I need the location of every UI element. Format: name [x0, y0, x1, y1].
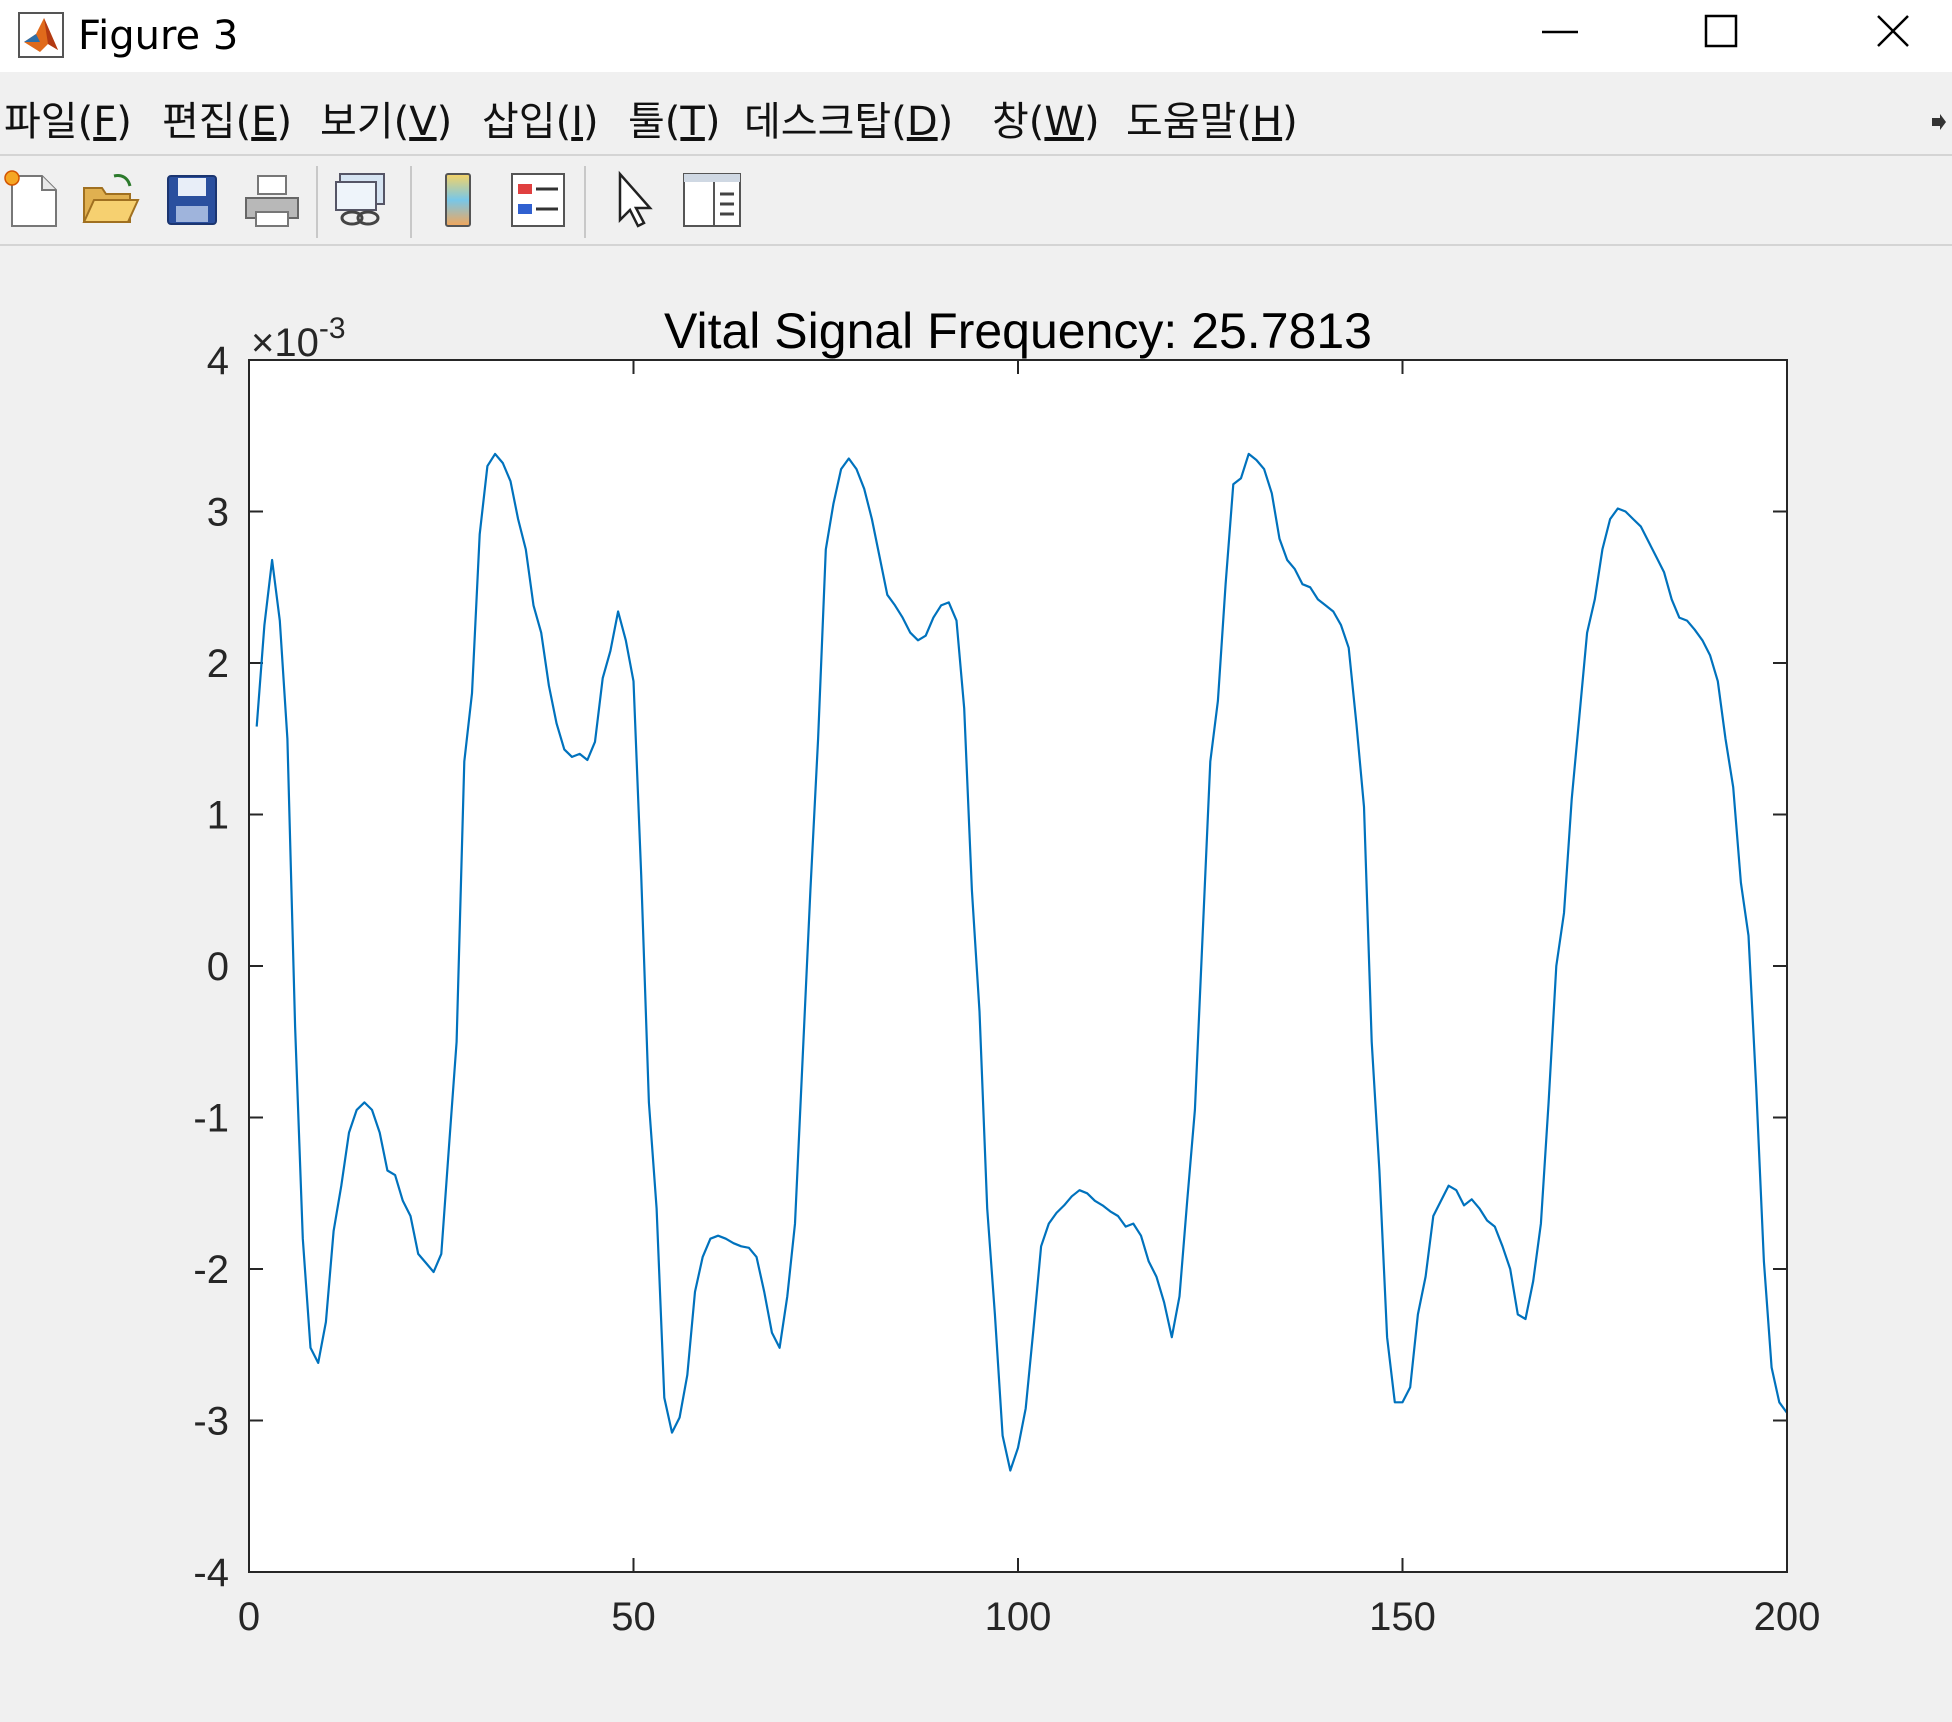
- axis-exponent-label: ×10-3: [251, 312, 346, 365]
- colorbar-icon[interactable]: [426, 168, 490, 232]
- x-tick-labels: 0 50 100 150 200: [238, 1595, 1821, 1639]
- print-icon[interactable]: [240, 168, 304, 232]
- toolbar: [0, 160, 1952, 244]
- menu-bar: 파일(F) 편집(E) 보기(V) 삽입(I) 툴(T) 데스크탑(D) 창(W…: [0, 92, 1952, 152]
- y-tick-label: -1: [193, 1097, 229, 1141]
- property-inspector-icon[interactable]: [680, 168, 744, 232]
- menu-insert[interactable]: 삽입(I): [482, 99, 599, 145]
- x-tick-label: 0: [238, 1595, 260, 1639]
- x-tick-label: 50: [611, 1595, 656, 1639]
- x-tick-label: 150: [1369, 1595, 1436, 1639]
- y-tick-label: 0: [207, 945, 229, 989]
- y-tick-label: -2: [193, 1248, 229, 1292]
- menu-file[interactable]: 파일(F): [4, 99, 132, 145]
- menu-view[interactable]: 보기(V): [320, 99, 453, 145]
- window-title: Figure 3: [78, 13, 239, 59]
- title-bar: Figure 3: [0, 0, 1952, 72]
- menu-edit[interactable]: 편집(E): [162, 99, 293, 145]
- matlab-logo-icon: [18, 12, 64, 58]
- figure-area: 0 50 100 150 200 -4 -3 -2 -1 0 1 2 3 4 Vital Signal …: [0, 246, 1952, 1722]
- link-plot-icon[interactable]: [330, 168, 394, 232]
- toolbar-separator: [584, 166, 586, 238]
- open-file-icon[interactable]: [78, 168, 142, 232]
- y-tick-labels: -4 -3 -2 -1 0 1 2 3 4: [193, 339, 229, 1595]
- series-line: [255, 452, 1788, 1472]
- legend-icon[interactable]: [506, 168, 570, 232]
- toolbar-separator: [316, 166, 318, 238]
- y-tick-label: -3: [193, 1400, 229, 1444]
- menu-tools[interactable]: 툴(T): [628, 99, 721, 145]
- axes-background: [249, 360, 1787, 1572]
- y-tick-label: 1: [207, 794, 229, 838]
- menu-help[interactable]: 도움말(H): [1126, 99, 1298, 145]
- minimize-icon[interactable]: [1480, 0, 1640, 72]
- toolbar-divider: [0, 154, 1952, 156]
- y-tick-label: -4: [193, 1551, 229, 1595]
- x-tick-label: 100: [985, 1595, 1052, 1639]
- dock-arrow-icon[interactable]: [1930, 110, 1948, 134]
- chart-title: Vital Signal Frequency: 25.7813: [664, 303, 1372, 359]
- plot-canvas: 0 50 100 150 200 -4 -3 -2 -1 0 1 2 3 4 Vital Signal …: [193, 303, 1821, 1639]
- x-tick-label: 200: [1754, 1595, 1821, 1639]
- save-icon[interactable]: [160, 168, 224, 232]
- menu-window[interactable]: 창(W): [992, 99, 1100, 145]
- pointer-icon[interactable]: [604, 168, 668, 232]
- new-figure-icon[interactable]: [2, 168, 66, 232]
- toolbar-separator: [410, 166, 412, 238]
- y-tick-label: 3: [207, 491, 229, 535]
- toolbar-divider: [0, 244, 1952, 246]
- maximize-icon[interactable]: [1640, 0, 1800, 72]
- y-tick-label: 4: [207, 339, 229, 383]
- close-icon[interactable]: [1800, 0, 1952, 72]
- y-tick-label: 2: [207, 642, 229, 686]
- axes-box: [248, 359, 1788, 1573]
- menu-desktop[interactable]: 데스크탑(D): [744, 99, 954, 145]
